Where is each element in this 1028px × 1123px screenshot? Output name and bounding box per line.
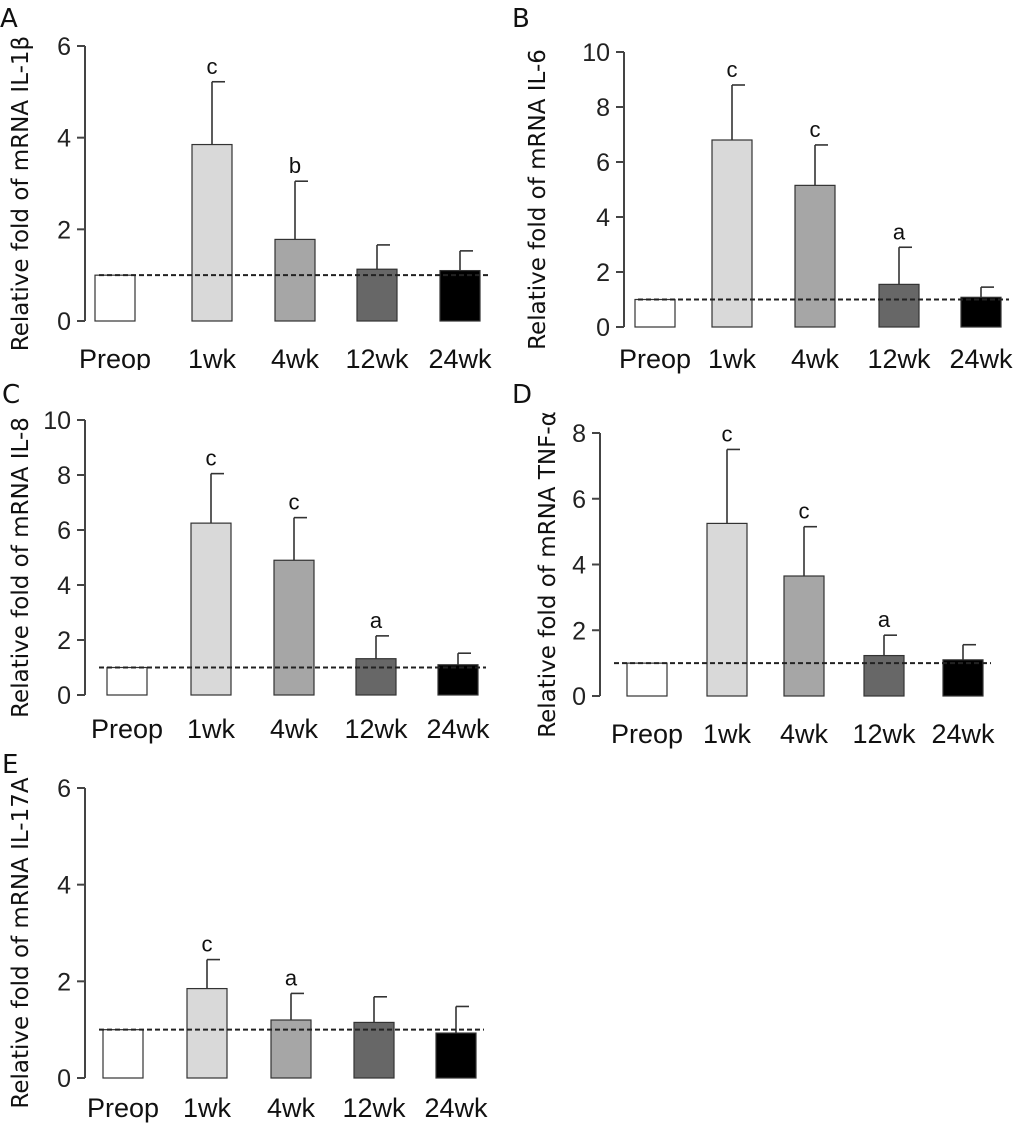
bar-12wk [863,654,905,697]
x-category-label: 12wk [867,344,931,374]
x-category-label: 1wk [187,714,236,744]
y-tick-label: 6 [572,486,586,514]
y-tick-label: 10 [582,39,610,67]
significance-label: c [810,117,821,142]
x-category-label: 1wk [183,1093,232,1123]
x-category-label: Preop [619,344,691,374]
y-tick-label: 0 [57,682,71,710]
y-axis-label: Relative fold of mRNA IL-17A [8,777,34,1108]
y-tick-label: 10 [43,407,71,435]
bar-12wk [353,1021,395,1079]
x-category-label: 24wk [424,1093,488,1123]
significance-label: c [206,446,217,471]
x-category-label: 4wk [271,344,320,370]
significance-label: c [799,499,810,524]
significance-label: a [370,608,383,633]
y-tick-label: 6 [57,517,71,545]
x-category-label: Preop [91,714,163,744]
x-category-label: Preop [79,344,151,370]
bar-4wk [274,238,316,322]
y-tick-label: 4 [57,872,71,900]
significance-label: b [289,153,301,178]
significance-label: a [878,607,891,632]
significance-label: a [893,219,906,244]
bar-Preop [634,298,676,328]
bar-12wk [356,268,398,322]
bar-Preop [626,662,668,697]
y-tick-label: 4 [57,125,71,153]
bar-1wk [706,522,748,697]
x-category-label: 1wk [188,344,237,370]
x-category-label: 1wk [703,719,752,749]
y-tick-label: 4 [57,572,71,600]
panel-letter: E [2,750,19,780]
bar-chart-il1b: 0 2 4 6 Relative fold of mRNA IL-1β Preop c 1wk… [8,33,492,370]
x-category-label: Preop [87,1093,159,1123]
significance-label: c [722,421,733,446]
y-tick-label: 0 [57,308,71,336]
x-category-label: 4wk [267,1093,316,1123]
bar-chart-tnfa: 0 2 4 6 8 Relative fold of mRNA TNF-α Preop c 1w… [535,411,995,749]
y-tick-label: 8 [572,420,586,448]
x-category-label: 24wk [426,714,490,744]
bar-12wk [355,658,397,696]
x-category-label: 12wk [342,1093,406,1123]
significance-label: c [289,490,300,515]
bar-chart-il8: 0 2 4 6 8 10 Relative fold of mRNA IL-8 Preop c 1… [8,407,490,744]
x-category-label: 24wk [931,719,995,749]
y-axis-label: Relative fold of mRNA IL-6 [525,49,551,350]
bar-24wk [435,1032,477,1079]
x-category-label: 12wk [344,714,408,744]
bar-12wk [878,283,920,328]
x-category-label: 12wk [345,344,409,370]
x-category-label: 1wk [708,344,757,374]
bar-Preop [102,1029,144,1079]
x-category-label: 24wk [949,344,1013,374]
x-category-label: 4wk [270,714,319,744]
panel-letter: C [2,380,21,410]
y-axis-label: Relative fold of mRNA TNF-α [535,411,561,738]
significance-label: c [202,932,213,957]
y-tick-label: 6 [57,775,71,803]
x-category-label: 24wk [428,344,492,370]
x-category-label: Preop [611,719,683,749]
bar-4wk [273,559,315,696]
bar-4wk [794,184,836,328]
y-axis-label: Relative fold of mRNA IL-8 [8,417,34,718]
significance-label: c [727,57,738,82]
significance-label: a [285,965,298,990]
bar-chart-il6: 0 2 4 6 8 10 Relative fold of mRNA IL-6 Preop c 1… [525,39,1013,374]
y-tick-label: 2 [572,617,586,645]
y-tick-label: 6 [596,149,610,177]
y-tick-label: 8 [596,94,610,122]
y-tick-label: 4 [572,552,586,580]
y-tick-label: 2 [57,627,71,655]
x-category-label: 12wk [852,719,916,749]
panel-letter: D [512,380,533,410]
y-axis-label: Relative fold of mRNA IL-1β [8,36,34,351]
y-tick-label: 6 [57,33,71,61]
panel-letter: A [0,4,18,34]
y-tick-label: 4 [596,204,610,232]
y-tick-label: 0 [57,1065,71,1093]
y-tick-label: 0 [572,683,586,711]
bar-chart-il17a: 0 2 4 6 Relative fold of mRNA IL-17A Preop c 1w… [8,775,488,1123]
significance-label: c [207,54,218,79]
bar-1wk [191,143,233,322]
panel-letter: B [512,4,530,34]
y-tick-label: 0 [596,314,610,342]
y-tick-label: 2 [57,968,71,996]
x-category-label: 4wk [791,344,840,374]
bar-24wk [942,659,984,697]
bar-Preop [106,666,148,696]
y-tick-label: 2 [596,259,610,287]
y-tick-label: 8 [57,462,71,490]
x-category-label: 4wk [780,719,829,749]
bar-4wk [783,575,825,697]
y-tick-label: 2 [57,216,71,244]
bar-1wk [186,987,228,1079]
